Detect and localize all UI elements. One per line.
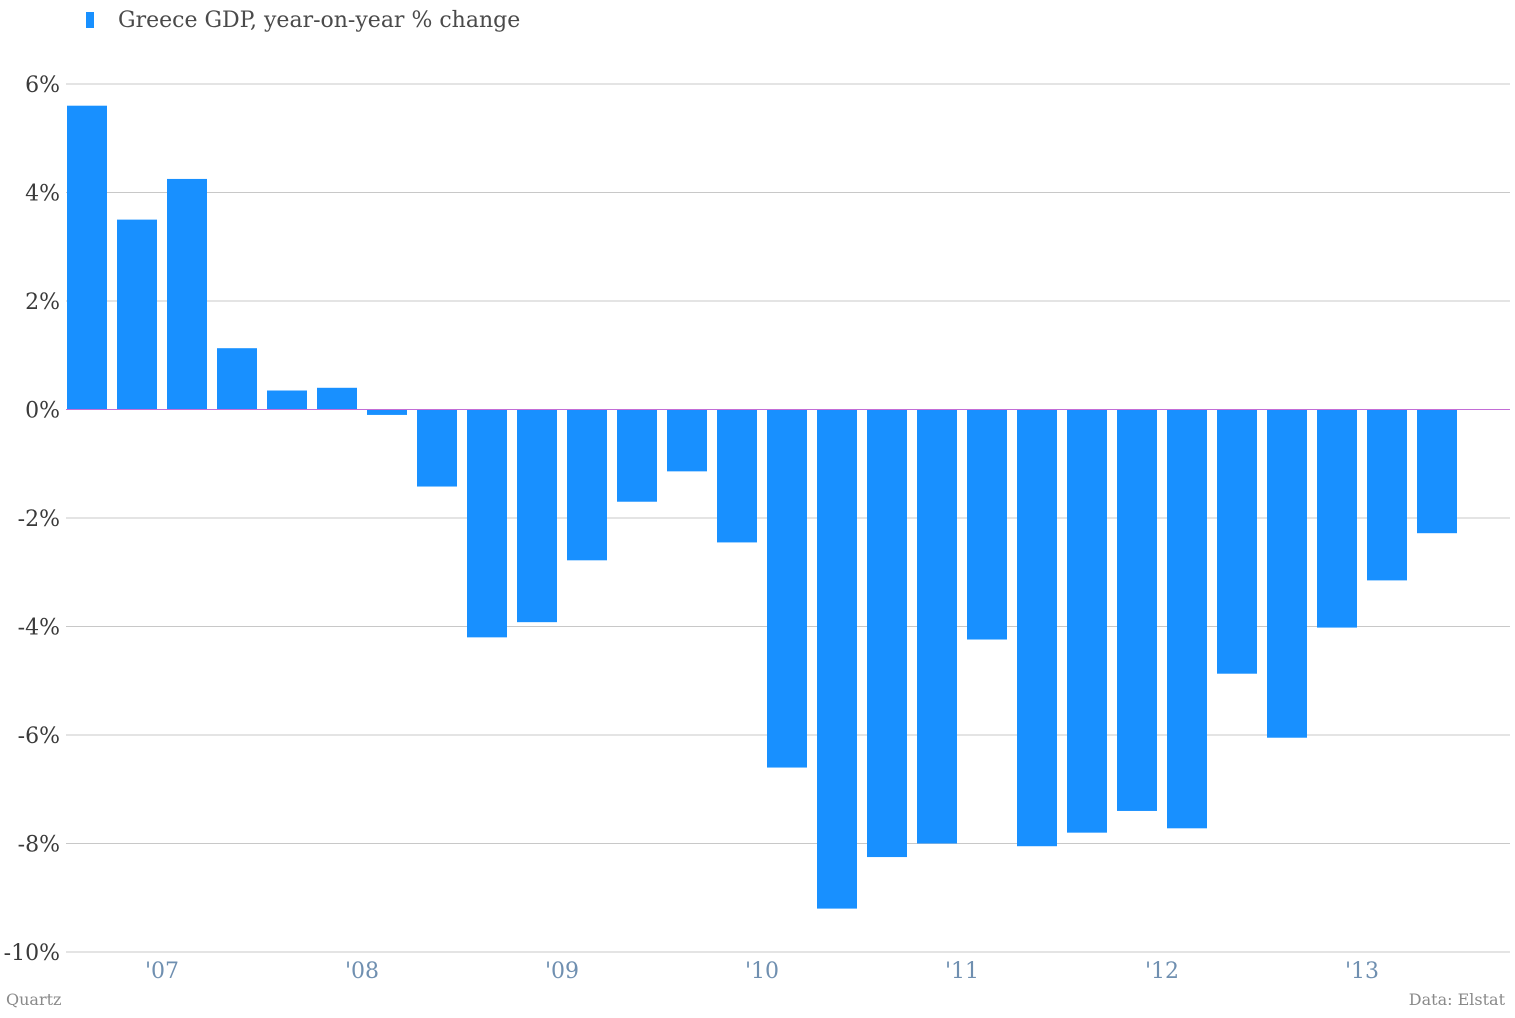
bar (367, 409, 407, 415)
bar (717, 409, 757, 543)
x-tick-label: '09 (545, 959, 579, 984)
bar (417, 409, 457, 487)
legend-label: Greece GDP, year-on-year % change (118, 7, 521, 33)
grid-lines (66, 83, 1510, 953)
bar (517, 409, 557, 623)
y-tick-label: 2% (25, 290, 60, 315)
bar (67, 105, 107, 410)
credit-quartz: Quartz (6, 990, 62, 1009)
y-axis-ticks: 6% 4% 2% 0% -2% -4% -6% -8% -10% (4, 73, 60, 966)
bar (1267, 409, 1307, 738)
bar (1417, 409, 1457, 534)
legend: Greece GDP, year-on-year % change (86, 5, 520, 35)
bar (967, 409, 1007, 640)
bar (467, 409, 507, 638)
x-tick-label: '08 (345, 959, 379, 984)
bar (117, 219, 157, 410)
y-tick-label: -6% (18, 724, 60, 749)
y-tick-label: 6% (25, 73, 60, 98)
bar (317, 387, 357, 410)
bar (267, 390, 307, 410)
x-axis-ticks: '07 '08 '09 '10 '11 '12 '13 (145, 959, 1379, 984)
y-tick-label: -8% (18, 833, 60, 858)
legend-swatch (86, 12, 94, 28)
bar (767, 409, 807, 768)
x-tick-label: '10 (745, 959, 779, 984)
bar (1067, 409, 1107, 833)
y-tick-label: 0% (25, 399, 60, 424)
bar (867, 409, 907, 858)
y-tick-label: 4% (25, 182, 60, 207)
bar (817, 409, 857, 909)
bar (1217, 409, 1257, 674)
bar (1017, 409, 1057, 847)
bar (1317, 409, 1357, 628)
x-tick-label: '11 (945, 959, 979, 984)
bar (567, 409, 607, 561)
y-tick-label: -4% (18, 616, 60, 641)
bar (667, 409, 707, 472)
bar (1117, 409, 1157, 811)
bar (167, 178, 207, 410)
bar (1367, 409, 1407, 581)
y-tick-label: -10% (4, 941, 60, 966)
bar (217, 348, 257, 410)
x-tick-label: '12 (1145, 959, 1179, 984)
y-tick-label: -2% (18, 507, 60, 532)
bars (67, 105, 1457, 909)
credit-data-source: Data: Elstat (1408, 990, 1505, 1009)
bar (917, 409, 957, 844)
bar (617, 409, 657, 502)
x-tick-label: '13 (1345, 959, 1379, 984)
x-tick-label: '07 (145, 959, 179, 984)
bar (1167, 409, 1207, 829)
